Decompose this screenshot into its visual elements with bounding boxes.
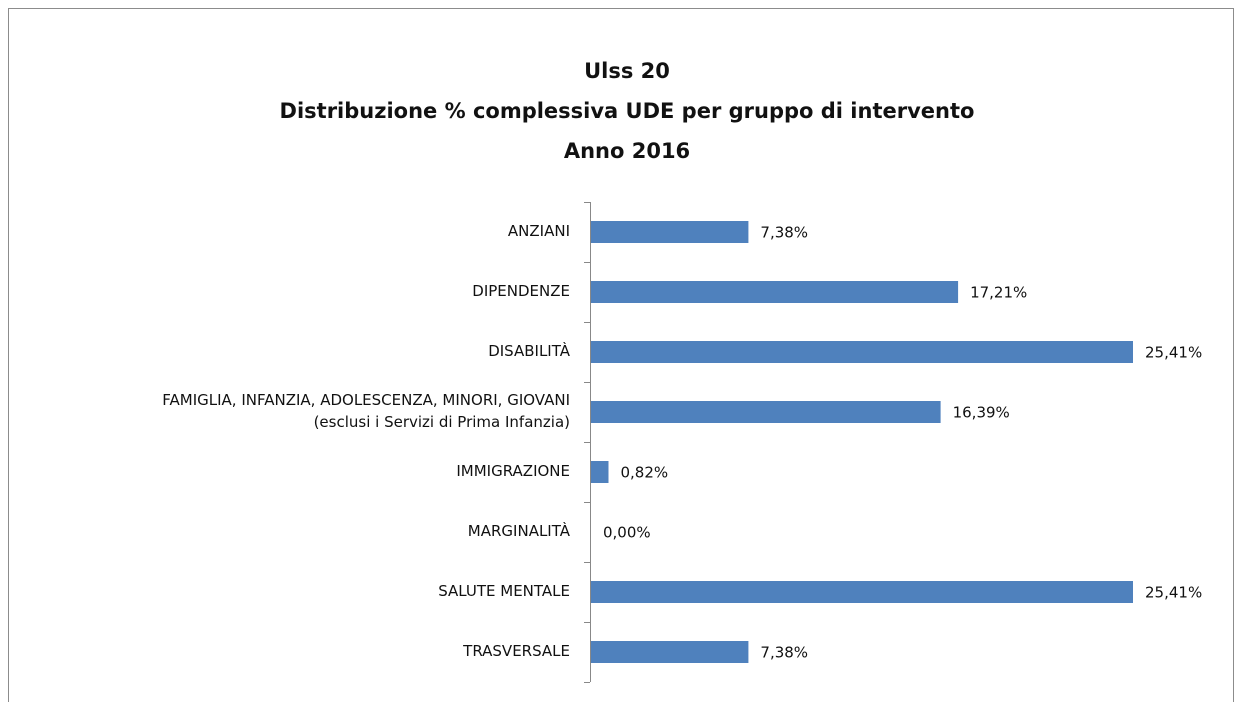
bar bbox=[591, 581, 1133, 603]
chart-title: Distribuzione % complessiva UDE per grup… bbox=[280, 99, 975, 123]
bar bbox=[591, 341, 1133, 363]
category-label: DISABILITÀ bbox=[488, 342, 570, 361]
value-label: 0,00% bbox=[603, 524, 651, 542]
value-label: 17,21% bbox=[970, 284, 1027, 302]
chart-title: Ulss 20 bbox=[584, 59, 670, 83]
category-label-box: DIPENDENZE bbox=[472, 282, 570, 301]
category-label: FAMIGLIA, INFANZIA, ADOLESCENZA, MINORI,… bbox=[162, 391, 570, 431]
category-label-box: TRASVERSALE bbox=[463, 642, 570, 661]
category-label-box: FAMIGLIA, INFANZIA, ADOLESCENZA, MINORI,… bbox=[162, 391, 570, 431]
category-label: ANZIANI bbox=[507, 222, 570, 241]
category-label: SALUTE MENTALE bbox=[438, 582, 570, 601]
category-label-box: IMMIGRAZIONE bbox=[456, 462, 570, 481]
category-label: DIPENDENZE bbox=[472, 282, 570, 301]
value-label: 25,41% bbox=[1145, 584, 1202, 602]
bar bbox=[591, 281, 959, 303]
bar bbox=[591, 221, 749, 243]
category-label: TRASVERSALE bbox=[463, 642, 570, 661]
bar bbox=[591, 401, 941, 423]
value-label: 25,41% bbox=[1145, 344, 1202, 362]
bar bbox=[591, 461, 609, 483]
chart-title: Anno 2016 bbox=[564, 139, 690, 163]
category-label: IMMIGRAZIONE bbox=[456, 462, 570, 481]
value-label: 16,39% bbox=[953, 404, 1010, 422]
category-label: MARGINALITÀ bbox=[467, 522, 570, 541]
category-label-box: MARGINALITÀ bbox=[467, 522, 570, 541]
value-label: 7,38% bbox=[760, 644, 808, 662]
category-label-box: SALUTE MENTALE bbox=[438, 582, 570, 601]
category-label-box: DISABILITÀ bbox=[488, 342, 570, 361]
category-label-box: ANZIANI bbox=[507, 222, 570, 241]
value-label: 0,82% bbox=[620, 464, 668, 482]
value-label: 7,38% bbox=[760, 224, 808, 242]
bar bbox=[591, 641, 749, 663]
